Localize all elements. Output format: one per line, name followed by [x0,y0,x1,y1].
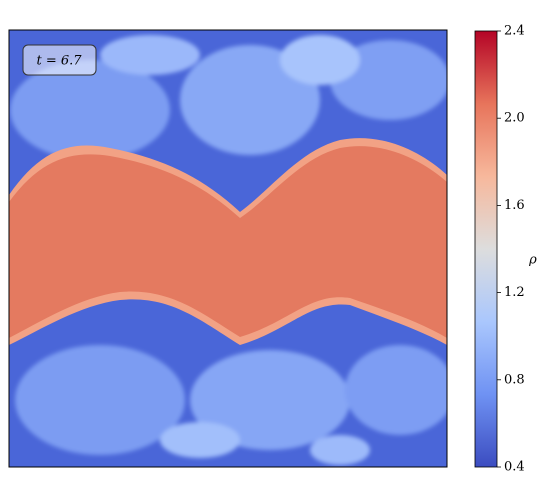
density-field [9,30,447,467]
turbulence [10,35,447,465]
red-band [9,146,447,338]
colorbar-tick-label: 0.8 [504,372,525,387]
colorbar-tick-label: 2.4 [504,24,525,39]
plot-frame [8,29,448,468]
colorbar [474,30,498,468]
annotation: t = 6.7 [36,54,82,69]
annotation-box [22,44,97,76]
colorbar-tick-label: 0.4 [504,460,525,475]
colorbar-tick-label: 2.0 [504,111,525,126]
colorbar-tick-label: 1.2 [504,285,525,300]
colorbar-label: ρ [528,253,537,268]
colorbar-tick-label: 1.6 [504,198,525,213]
